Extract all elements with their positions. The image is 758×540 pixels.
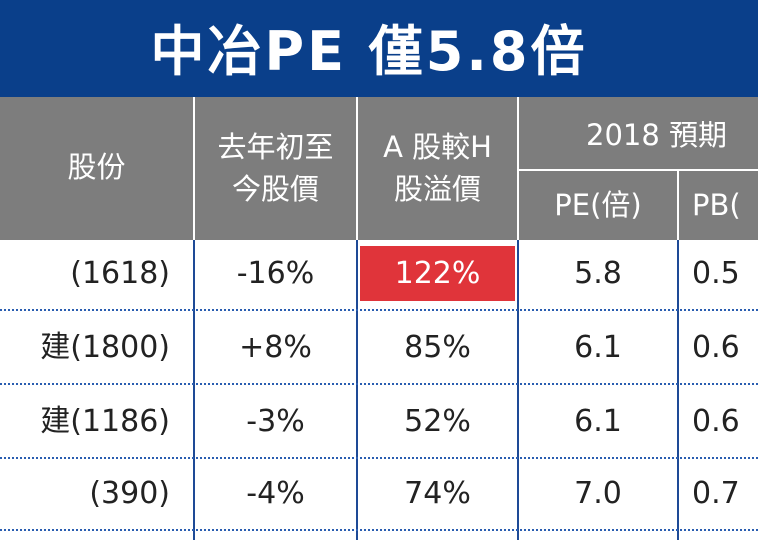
header-forecast: 2018 預期 — [586, 118, 728, 152]
row-divider — [0, 383, 758, 385]
header-premium-line2: 股溢價 — [393, 172, 481, 206]
stock-name: (1618) — [70, 256, 170, 291]
stock-name: 建(1800) — [40, 330, 170, 365]
ytd-change: -16% — [236, 256, 315, 291]
header-ytd-line1: 去年初至 — [217, 130, 334, 164]
header-divider — [517, 97, 519, 240]
row-divider — [0, 309, 758, 311]
stock-name: (390) — [89, 476, 170, 511]
column-divider — [193, 240, 195, 540]
pe-value: 6.1 — [574, 404, 622, 439]
column-divider — [517, 240, 519, 540]
ytd-change: -4% — [246, 476, 305, 511]
header-stock: 股份 — [67, 150, 126, 184]
pb-value: 0.6 — [692, 330, 740, 365]
pe-value: 7.0 — [574, 476, 622, 511]
pe-value: 6.1 — [574, 330, 622, 365]
row-divider — [0, 457, 758, 459]
ytd-change: -3% — [246, 404, 305, 439]
pb-value: 0.5 — [692, 256, 740, 291]
page-title: 中冶PE 僅5.8倍 — [150, 20, 588, 83]
table-body: (1618) -16% 122% 5.8 0.5 建(1800) +8% 85%… — [0, 240, 758, 540]
column-divider — [677, 240, 679, 540]
ah-premium: 52% — [404, 404, 471, 439]
ah-premium: 85% — [404, 330, 471, 365]
header-divider — [193, 97, 195, 240]
ytd-change: +8% — [239, 330, 312, 365]
stock-name: 建(1186) — [40, 404, 170, 439]
highlight-cell — [360, 246, 515, 301]
header-ytd-line2: 今股價 — [231, 172, 319, 206]
header-pb: PB( — [692, 188, 741, 222]
title-bar: 中冶PE 僅5.8倍 — [0, 0, 758, 97]
header-premium-line1: A 股較H — [383, 130, 492, 164]
header-divider — [517, 169, 758, 171]
header-divider — [677, 169, 679, 240]
row-divider — [0, 529, 758, 531]
pb-value: 0.7 — [692, 476, 740, 511]
pb-value: 0.6 — [692, 404, 740, 439]
table-header: 股份 去年初至 今股價 A 股較H 股溢價 2018 預期 PE(倍) PB( — [0, 97, 758, 240]
ah-premium: 122% — [394, 256, 481, 291]
ah-premium: 74% — [404, 476, 471, 511]
column-divider — [356, 240, 358, 540]
header-pe: PE(倍) — [554, 188, 642, 222]
header-divider — [356, 97, 358, 240]
pe-value: 5.8 — [574, 256, 622, 291]
